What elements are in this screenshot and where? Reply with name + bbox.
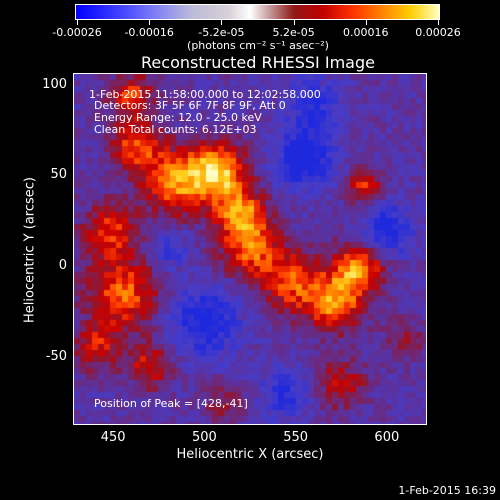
colorbar-tick-mark [438,20,439,25]
colorbar-tick-label: -0.00016 [124,26,174,39]
colorbar-units: (photons cm⁻² s⁻¹ asec⁻²) [187,39,329,52]
colorbar-tick-mark [293,20,295,25]
y-tick-label: -50 [45,348,67,364]
x-tick-label: 600 [374,430,400,445]
colorbar-tick-mark [365,20,367,25]
colorbar-tick-mark [77,20,78,25]
colorbar-tick-mark [221,20,223,25]
y-tick-label: 100 [42,76,67,92]
y-tick-label: 50 [50,167,67,183]
annotation-peak: Position of Peak = [428,-41] [94,397,248,410]
colorbar-tick-label: -0.00026 [52,26,102,39]
chart-title: Reconstructed RHESSI Image [141,53,375,72]
heatmap-image [74,74,426,424]
colorbar [75,4,440,20]
x-tick-label: 550 [283,430,309,445]
annotation-detectors: Detectors: 3F 5F 6F 7F 8F 9F, Att 0 [94,99,286,112]
annotation-time-range: 1-Feb-2015 11:58:00.000 to 12:02:58.000 [89,88,321,101]
colorbar-tick-label: -5.2e-05 [198,26,245,39]
y-tick-label: 0 [58,258,67,274]
x-tick-label: 500 [191,430,217,445]
y-axis-label: Heliocentric Y (arcsec) [22,177,38,323]
x-tick-label: 450 [100,430,126,445]
annotation-clean: Clean Total counts: 6.12E+03 [94,123,257,136]
colorbar-tick-label: 5.2e-05 [272,26,315,39]
colorbar-tick-label: 0.00026 [415,26,461,39]
colorbar-tick-label: 0.00016 [343,26,389,39]
timestamp: 1-Feb-2015 16:39 [398,484,496,497]
annotation-energy: Energy Range: 12.0 - 25.0 keV [94,111,262,124]
plot-area: 1-Feb-2015 11:58:00.000 to 12:02:58.000 … [73,73,427,425]
colorbar-tick-mark [149,20,151,25]
x-axis-label: Heliocentric X (arcsec) [176,447,324,462]
